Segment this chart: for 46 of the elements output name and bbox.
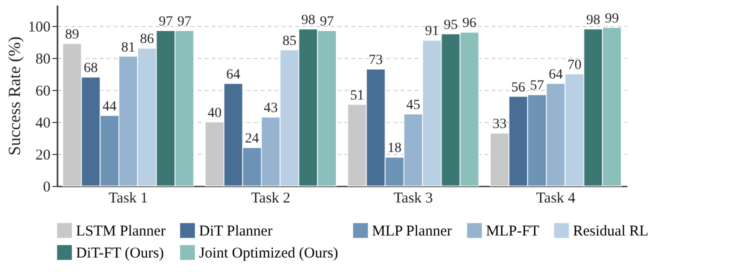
data-label: 98 [586,13,600,28]
legend-label: Residual RL [573,224,648,240]
y-tick-label: 40 [36,115,50,132]
data-label: 51 [350,88,364,104]
data-label: 56 [511,80,526,96]
legend-label: DiT Planner [199,224,272,240]
legend-label: MLP Planner [372,224,452,240]
x-tick-label: Task 4 [536,190,576,206]
data-label: 85 [282,34,296,49]
y-tick-label: 0 [43,180,50,196]
data-label: 33 [492,117,507,132]
data-label: 64 [548,67,563,82]
y-tick-label: 20 [36,147,50,164]
data-label: 70 [567,58,582,73]
data-label: 68 [84,61,98,76]
data-label: 43 [264,101,278,116]
data-label: 89 [65,27,80,42]
data-label: 18 [388,141,402,156]
x-tick-label: Task 3 [394,190,433,206]
data-label: 97 [320,14,334,30]
y-axis-title: Success Rate (%) [5,36,24,156]
y-tick-label: 100 [28,19,50,36]
data-label: 95 [444,18,458,33]
legend-label: LSTM Planner [76,224,166,240]
data-label: 24 [245,132,260,147]
data-label: 44 [102,100,117,115]
x-tick-label: Task 1 [108,190,148,206]
data-label: 57 [530,78,544,94]
legend-label: DiT-FT (Ours) [76,246,164,262]
data-label: 73 [368,53,383,68]
data-label: 97 [158,14,173,30]
data-label: 91 [424,24,439,40]
data-label: 97 [177,14,192,30]
legend-label: MLP-FT [486,224,540,240]
data-label: 45 [406,98,420,113]
data-label: 99 [604,11,619,26]
data-label: 96 [462,16,476,32]
data-label: 81 [121,40,136,56]
data-label: 98 [301,13,316,28]
x-tick-label: Task 2 [251,190,290,206]
data-label: 86 [140,32,154,48]
y-tick-label: 60 [36,83,50,100]
data-label: 64 [226,67,240,82]
data-label: 40 [208,106,222,121]
legend-label: Joint Optimized (Ours) [199,246,338,262]
y-tick-label: 80 [36,51,50,68]
